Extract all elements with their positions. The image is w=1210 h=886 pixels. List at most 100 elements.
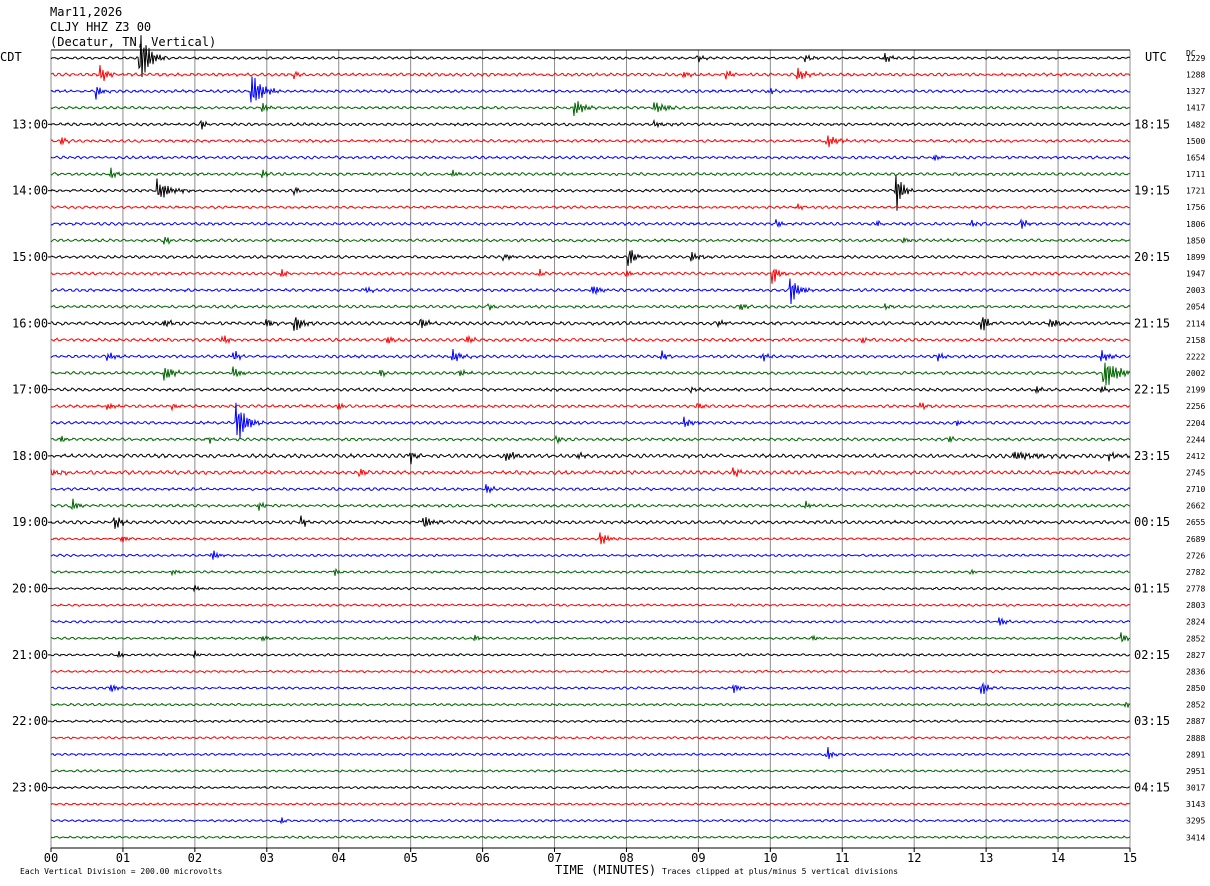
dc-offset-label: 1500: [1186, 137, 1205, 146]
dc-offset-label: 2412: [1186, 452, 1205, 461]
utc-hour-label: 00:15: [1134, 515, 1170, 529]
dc-offset-label: 2158: [1186, 336, 1205, 345]
seismic-trace: [50, 154, 1131, 161]
seismic-trace: [50, 101, 1131, 117]
local-hour-label: 14:00: [12, 184, 48, 198]
seismic-trace: [50, 498, 1131, 511]
utc-hour-label: 04:15: [1134, 781, 1170, 795]
dc-offset-label: 2951: [1186, 767, 1205, 776]
seismic-trace: [50, 735, 1131, 740]
seismic-trace: [51, 719, 1131, 724]
seismic-trace: [51, 385, 1131, 395]
seismic-trace: [50, 135, 1131, 148]
clipping-note: Traces clipped at plus/minus 5 vertical …: [662, 867, 899, 876]
seismic-trace: [50, 402, 1131, 412]
dc-offset-label: 3295: [1186, 817, 1205, 826]
dc-offset-label: 2891: [1186, 750, 1205, 759]
seismic-traces: [50, 35, 1131, 840]
seismic-trace: [50, 802, 1131, 806]
utc-hour-label: 20:15: [1134, 250, 1170, 264]
seismic-trace: [50, 167, 1131, 179]
axis-labels: 1229128813271417148215001654171117211756…: [12, 54, 1205, 865]
seismic-trace: [51, 603, 1131, 607]
dc-offset-label: 2745: [1186, 469, 1205, 478]
seismic-trace: [50, 550, 1131, 560]
seismic-trace: [50, 835, 1131, 840]
dc-offset-label: 1482: [1186, 120, 1205, 129]
seismic-trace: [50, 76, 1131, 103]
minute-tick-label: 02: [188, 851, 202, 865]
utc-hour-label: 22:15: [1134, 383, 1170, 397]
minute-tick-label: 07: [547, 851, 561, 865]
seismic-trace: [50, 236, 1131, 245]
seismic-trace: [50, 785, 1130, 790]
seismic-trace: [50, 701, 1131, 708]
utc-timezone-label: UTC: [1145, 50, 1167, 64]
dc-offset-label: 2824: [1186, 618, 1205, 627]
x-axis-title: TIME (MINUTES): [555, 863, 657, 877]
minute-tick-label: 00: [44, 851, 58, 865]
dc-offset-label: 2836: [1186, 667, 1205, 676]
utc-hour-label: 18:15: [1134, 117, 1170, 131]
utc-hour-label: 01:15: [1134, 582, 1170, 596]
plot-date: Mar11,2026: [50, 5, 123, 19]
dc-offset-label: 1288: [1186, 71, 1205, 80]
minute-tick-label: 09: [691, 851, 705, 865]
seismic-trace: [50, 402, 1131, 440]
local-timezone-label: CDT: [0, 50, 22, 64]
local-hour-label: 17:00: [12, 383, 48, 397]
minute-tick-label: 15: [1123, 851, 1137, 865]
dc-offset-label: 2689: [1186, 535, 1205, 544]
utc-hour-label: 21:15: [1134, 316, 1170, 330]
seismic-trace: [50, 567, 1131, 577]
seismic-trace: [50, 769, 1131, 773]
seismic-trace: [50, 532, 1131, 545]
station-code: CLJY HHZ Z3 00: [50, 20, 152, 34]
dc-offset-label: 1327: [1186, 87, 1205, 96]
seismic-trace: [50, 450, 1131, 465]
dc-offset-label: 2244: [1186, 435, 1205, 444]
dc-offset-label: 1229: [1186, 54, 1205, 63]
dc-offset-label: 2778: [1186, 585, 1205, 594]
seismic-trace: [50, 467, 1131, 478]
dc-offset-label: 3143: [1186, 800, 1205, 809]
dc-offset-label: 2782: [1186, 568, 1205, 577]
dc-offset-label: 2054: [1186, 303, 1205, 312]
seismic-trace: [50, 218, 1131, 229]
seismic-trace: [50, 174, 1131, 211]
dc-offset-label: 2852: [1186, 634, 1205, 643]
utc-hour-label: 02:15: [1134, 648, 1170, 662]
seismic-trace: [50, 484, 1131, 494]
minute-tick-label: 08: [619, 851, 633, 865]
dc-offset-label: 2827: [1186, 651, 1205, 660]
seismic-trace: [50, 617, 1131, 626]
dc-offset-label: 2662: [1186, 502, 1205, 511]
dc-offset-label: 1756: [1186, 203, 1205, 212]
dc-offset-label: 1721: [1186, 187, 1205, 196]
seismic-trace: [50, 268, 1131, 284]
seismic-trace: [50, 334, 1130, 345]
seismic-trace: [50, 681, 1131, 695]
seismic-trace: [50, 250, 1131, 267]
seismic-trace: [50, 119, 1131, 130]
station-location: (Decatur, TN, Vertical): [50, 35, 217, 49]
minute-tick-label: 12: [907, 851, 921, 865]
seismic-trace: [50, 303, 1131, 311]
minute-tick-label: 13: [979, 851, 993, 865]
seismic-trace: [50, 349, 1131, 362]
dc-offset-label: 2199: [1186, 386, 1205, 395]
seismic-trace: [50, 35, 1131, 78]
minute-tick-label: 11: [835, 851, 849, 865]
local-hour-label: 21:00: [12, 648, 48, 662]
dc-offset-label: 2887: [1186, 717, 1205, 726]
seismic-trace: [50, 278, 1131, 305]
minute-tick-label: 04: [332, 851, 346, 865]
minute-tick-label: 01: [116, 851, 130, 865]
seismic-trace: [50, 817, 1131, 825]
local-hour-label: 20:00: [12, 582, 48, 596]
dc-offset-label: 2852: [1186, 701, 1205, 710]
dc-offset-label: 1806: [1186, 220, 1205, 229]
seismic-trace: [50, 65, 1131, 81]
minute-tick-label: 14: [1051, 851, 1065, 865]
